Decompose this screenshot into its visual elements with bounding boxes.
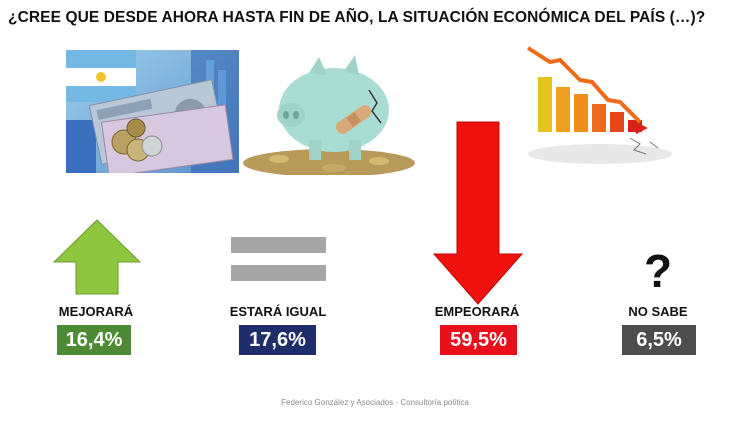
value-empeorara: 59,5% <box>440 325 517 355</box>
argentina-money-photo <box>66 50 239 173</box>
footer-credit: Federico González y Asociados - Consulto… <box>281 398 469 407</box>
value-mejorara: 16,4% <box>57 325 131 355</box>
question-mark-icon: ? <box>643 245 673 297</box>
green-up-arrow-icon <box>52 218 142 296</box>
falling-chart-photo <box>520 42 675 168</box>
gray-equal-sign-icon <box>231 237 326 283</box>
option-label-mejorara: MEJORARÁ <box>58 304 134 319</box>
option-label-estara-igual: ESTARÁ IGUAL <box>229 304 327 319</box>
option-label-empeorara: EMPEORARÁ <box>434 304 520 319</box>
red-down-arrow-icon <box>432 120 524 306</box>
page-title: ¿CREE QUE DESDE AHORA HASTA FIN DE AÑO, … <box>8 9 706 26</box>
value-estara-igual: 17,6% <box>239 325 316 355</box>
value-no-sabe: 6,5% <box>622 325 696 355</box>
broken-piggy-bank-photo <box>239 35 415 175</box>
option-label-no-sabe: NO SABE <box>628 304 688 319</box>
